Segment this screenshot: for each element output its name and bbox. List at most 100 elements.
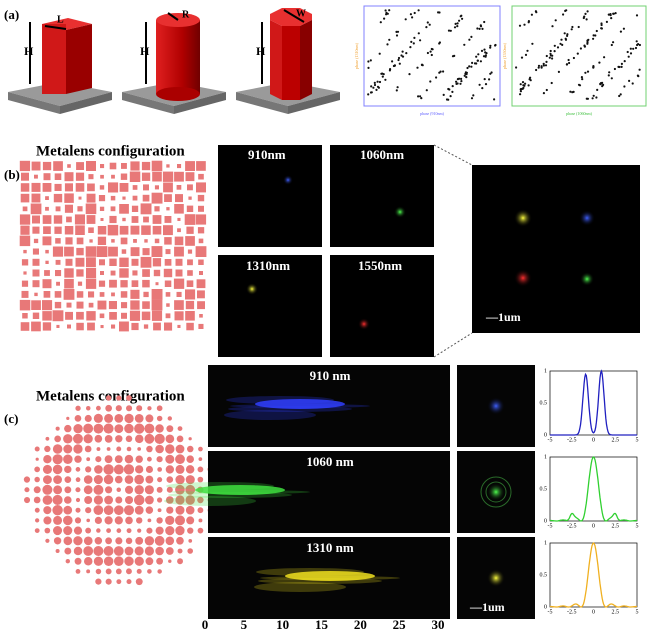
meta-atom	[64, 279, 74, 289]
scatter-dot	[484, 51, 486, 53]
meta-atom	[111, 175, 115, 179]
scatter-dot	[493, 98, 495, 100]
spot	[487, 569, 505, 587]
meta-atom	[130, 290, 139, 299]
scatter-dot	[468, 65, 470, 67]
meta-atom	[146, 557, 154, 565]
meta-atom	[86, 406, 91, 411]
meta-atom	[134, 475, 144, 485]
meta-atom	[76, 162, 84, 170]
meta-atom	[186, 455, 194, 463]
scatter-dot	[455, 81, 457, 83]
meta-atom	[152, 172, 162, 182]
scatter-dot	[472, 94, 474, 96]
scatter-dot	[377, 81, 379, 83]
scatter-dot	[389, 69, 391, 71]
meta-atom	[104, 557, 114, 567]
scatter-dot	[410, 41, 412, 43]
meta-atom	[121, 291, 128, 298]
scatter-dot	[549, 57, 551, 59]
meta-atom	[166, 465, 174, 473]
meta-atom	[56, 427, 60, 431]
meta-atom	[147, 569, 152, 574]
meta-atom	[109, 216, 116, 223]
meta-atom	[43, 236, 52, 245]
meta-atom	[53, 161, 63, 171]
meta-atom	[137, 529, 141, 533]
meta-atom	[131, 226, 140, 235]
meta-atom	[121, 163, 127, 169]
meta-atom	[53, 485, 62, 494]
meta-atom	[87, 194, 96, 203]
meta-atom	[32, 162, 41, 171]
meta-atom	[23, 271, 26, 274]
meta-atom	[152, 246, 163, 257]
scatter-dot	[515, 66, 517, 68]
scatter-dot	[400, 54, 402, 56]
scatter-dot	[568, 62, 570, 64]
scatter-dot	[562, 13, 564, 15]
panel-title: Metalens configuration	[36, 143, 185, 159]
scatter-dot	[608, 74, 610, 76]
meta-atom	[114, 414, 123, 423]
profile-frame	[550, 457, 637, 521]
meta-atom	[76, 183, 85, 192]
meta-atom	[176, 445, 185, 454]
meta-atom	[104, 414, 113, 423]
axis-label: phase (910nm)	[420, 111, 445, 116]
meta-atom	[105, 455, 113, 463]
meta-atom	[64, 193, 74, 203]
scatter-dot	[438, 42, 440, 44]
scatter-dot	[525, 54, 527, 56]
meta-atom	[105, 516, 113, 524]
meta-atom	[125, 547, 134, 556]
meta-atom	[53, 444, 63, 454]
scatter-dot	[558, 71, 560, 73]
meta-atom	[65, 172, 74, 181]
meta-atom	[104, 546, 114, 556]
meta-atom	[75, 415, 82, 422]
meta-atom	[135, 465, 143, 473]
meta-atom	[77, 206, 82, 211]
meta-atom	[142, 162, 150, 170]
meta-atom	[55, 270, 61, 276]
meta-atom	[44, 446, 50, 452]
scatter-dot	[535, 10, 537, 12]
meta-atom	[22, 291, 29, 298]
scatter-dot	[477, 53, 479, 55]
meta-atom	[135, 506, 144, 515]
meta-atom	[178, 426, 183, 431]
zoom-line	[434, 333, 472, 357]
meta-atom	[42, 311, 52, 321]
scatter-dot	[483, 21, 485, 23]
focal-spot	[514, 209, 532, 227]
scatter-dot	[388, 39, 390, 41]
meta-atom	[105, 435, 113, 443]
panel-label: (b)	[4, 167, 20, 182]
meta-atom	[55, 291, 62, 298]
meta-atom	[34, 239, 38, 243]
meta-atom	[77, 291, 84, 298]
scatter-dot	[460, 15, 462, 17]
scatter-dot	[450, 95, 452, 97]
profile-ytick: 1	[544, 454, 547, 460]
meta-atom	[134, 495, 145, 506]
meta-atom	[53, 310, 64, 321]
meta-atom	[45, 196, 49, 200]
meta-atom	[65, 476, 72, 483]
meta-atom	[31, 204, 42, 215]
meta-atom	[122, 197, 125, 200]
meta-atom	[76, 312, 84, 320]
scatter-dot	[398, 57, 400, 59]
meta-atom	[75, 487, 80, 492]
scatter-dot	[437, 11, 439, 13]
profile-ytick: 1	[544, 540, 547, 546]
meta-atom	[166, 507, 173, 514]
meta-atom	[166, 303, 170, 307]
meta-atom	[99, 259, 105, 265]
meta-atom	[137, 569, 142, 574]
meta-atom	[88, 227, 94, 233]
meta-atom	[185, 289, 195, 299]
meta-atom	[73, 424, 82, 433]
meta-atom	[143, 195, 150, 202]
